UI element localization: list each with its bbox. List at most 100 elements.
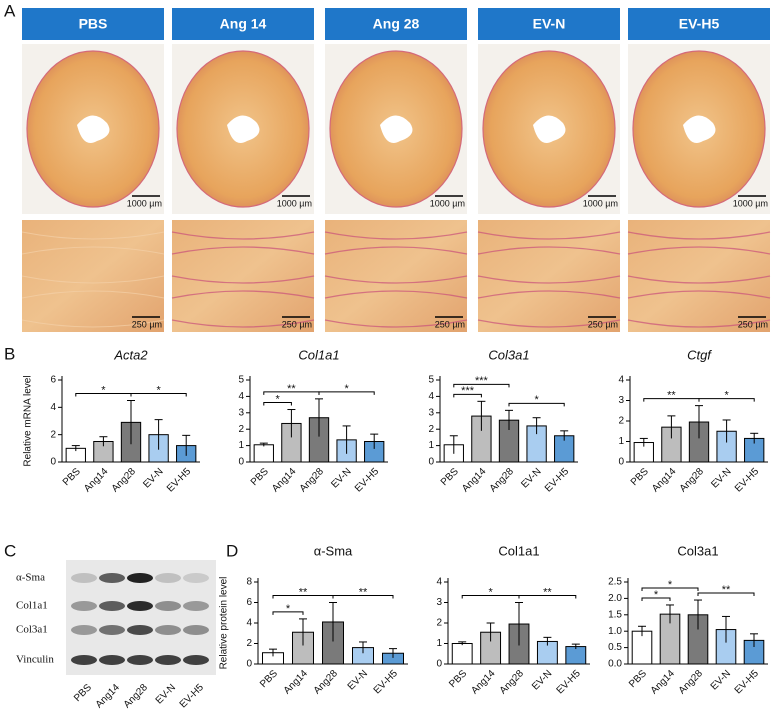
significance-label: * — [101, 384, 106, 396]
group-header — [22, 8, 164, 40]
fiber — [21, 231, 165, 240]
significance-label: * — [286, 603, 291, 615]
fiber — [324, 275, 468, 284]
y-tick-label: 0 — [50, 457, 56, 468]
significance-bracket — [453, 383, 510, 388]
x-tick-label: EV-H5 — [165, 466, 194, 495]
fiber — [477, 231, 621, 240]
fiber — [324, 290, 468, 299]
scale-bar-label: 250 µm — [738, 319, 768, 329]
band — [127, 573, 153, 583]
significance-label: ** — [722, 584, 731, 596]
bar — [451, 643, 473, 665]
x-tick-label: PBS — [61, 466, 83, 488]
x-tick-label: PBS — [447, 668, 469, 690]
x-tick-label: Ang28 — [298, 466, 327, 495]
y-tick-label: 4 — [238, 391, 244, 402]
y-tick-label: 2 — [436, 618, 442, 629]
chart-title: Col3a1 — [677, 543, 718, 558]
y-tick-label: 1 — [238, 440, 244, 451]
x-tick-label: EV-N — [141, 466, 165, 490]
band-label: Col3a1 — [16, 624, 48, 636]
y-tick-label: 4 — [618, 375, 624, 386]
band — [183, 601, 209, 611]
chart-title: Col1a1 — [298, 347, 339, 362]
zoom-image — [172, 220, 314, 332]
fiber — [171, 290, 315, 299]
y-tick-label: 2 — [50, 429, 56, 440]
fiber — [477, 290, 621, 299]
y-tick-label: 5 — [428, 375, 434, 386]
x-tick-label: EV-N — [346, 668, 370, 692]
band-label: Col1a1 — [16, 600, 48, 612]
significance-label: * — [654, 589, 659, 601]
y-tick-label: 4 — [246, 618, 252, 629]
zoom-image — [325, 220, 467, 332]
group-header — [478, 8, 620, 40]
group-header — [325, 8, 467, 40]
y-tick-label: 2.0 — [608, 593, 622, 604]
band-label: Vinculin — [16, 654, 54, 666]
band — [71, 625, 97, 635]
x-tick-label: Ang28 — [498, 668, 527, 697]
lane-label: EV-H5 — [178, 682, 207, 711]
scale-bar-label: 1000 µm — [277, 198, 312, 208]
x-tick-label: Ang28 — [488, 466, 517, 495]
zoom-image — [628, 220, 770, 332]
fiber — [627, 290, 771, 299]
chart-title: α-Sma — [314, 543, 353, 558]
group-label: Ang 28 — [373, 16, 420, 32]
x-tick-label: EV-N — [709, 668, 733, 692]
scale-bar-label: 250 µm — [282, 319, 312, 329]
y-tick-label: 4 — [428, 391, 434, 402]
band-label: α-Sma — [16, 572, 45, 584]
significance-label: ** — [667, 390, 676, 402]
bar — [253, 444, 274, 463]
y-tick-label: 1 — [428, 440, 434, 451]
band — [71, 601, 97, 611]
lane-label: PBS — [72, 682, 94, 704]
y-tick-label: 2 — [618, 416, 624, 427]
fiber — [21, 319, 165, 328]
bar — [565, 646, 587, 665]
band — [155, 601, 181, 611]
significance-label: *** — [461, 385, 475, 397]
x-tick-label: EV-H5 — [555, 668, 584, 697]
x-tick-label: Ang14 — [282, 668, 311, 697]
fiber — [171, 275, 315, 284]
panel-label: D — [226, 541, 238, 560]
lumen — [227, 115, 260, 143]
y-tick-label: 2 — [428, 424, 434, 435]
band — [99, 655, 125, 665]
scale-bar-label: 250 µm — [588, 319, 618, 329]
lumen — [533, 115, 566, 143]
scale-bar-label: 250 µm — [435, 319, 465, 329]
significance-bracket — [518, 595, 577, 599]
significance-bracket — [272, 611, 304, 615]
chart-title: Col3a1 — [488, 347, 529, 362]
lane-label: Ang14 — [94, 682, 123, 711]
y-axis-label: Relative protein level — [219, 577, 230, 670]
panel-label: B — [4, 344, 15, 363]
y-tick-label: 0 — [246, 659, 252, 670]
x-tick-label: PBS — [258, 668, 280, 690]
lane-label: Ang28 — [122, 682, 151, 711]
x-tick-label: Ang14 — [82, 466, 111, 495]
significance-label: *** — [475, 375, 489, 387]
band — [155, 573, 181, 583]
band — [127, 601, 153, 611]
significance-label: * — [344, 383, 349, 395]
y-tick-label: 4 — [436, 577, 442, 588]
x-tick-label: Ang14 — [270, 466, 299, 495]
x-tick-label: EV-N — [530, 668, 554, 692]
y-tick-label: 3 — [618, 395, 624, 406]
band — [127, 655, 153, 665]
band — [155, 655, 181, 665]
y-tick-label: 0 — [428, 457, 434, 468]
x-tick-label: Ang28 — [312, 668, 341, 697]
chart-title: Col1a1 — [498, 543, 539, 558]
group-header — [172, 8, 314, 40]
y-tick-label: 1.5 — [608, 609, 622, 620]
group-header — [628, 8, 770, 40]
